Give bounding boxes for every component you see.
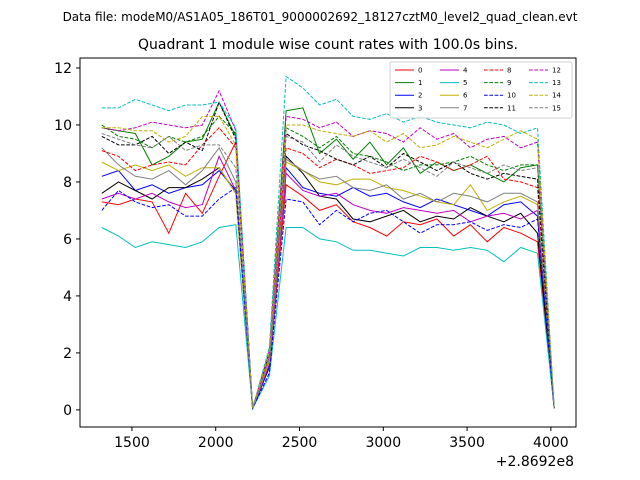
legend-label-12: 12 [552, 67, 561, 75]
series-line-9 [101, 115, 555, 409]
legend-label-1: 1 [418, 79, 422, 87]
series-line-5 [101, 224, 555, 411]
series-line-15 [101, 133, 555, 409]
legend-label-8: 8 [507, 67, 511, 75]
x-axis: 1500 2000 2500 3000 3500 4000 [114, 427, 569, 451]
legend-label-7: 7 [463, 104, 467, 112]
legend-label-9: 9 [507, 79, 511, 87]
y-tick-label: 4 [63, 289, 72, 305]
legend-label-6: 6 [463, 92, 468, 100]
legend-label-13: 13 [552, 79, 561, 87]
series-line-7 [101, 146, 555, 409]
y-axis: 0 2 4 6 8 10 12 [54, 61, 80, 419]
y-tick-label: 6 [63, 232, 72, 248]
chart-title: Quadrant 1 module wise count rates with … [138, 37, 518, 53]
x-tick-label: 3500 [449, 435, 485, 451]
series-line-14 [101, 115, 555, 409]
series-line-3 [101, 155, 555, 409]
legend-box [389, 61, 573, 119]
x-tick-label: 4000 [533, 435, 569, 451]
y-tick-label: 10 [54, 118, 72, 134]
legend-label-15: 15 [552, 104, 561, 112]
y-tick-label: 2 [63, 346, 72, 362]
series-line-0 [101, 140, 555, 409]
legend-label-14: 14 [552, 92, 561, 100]
series-line-8 [101, 127, 555, 409]
legend-label-3: 3 [418, 104, 422, 112]
y-tick-label: 8 [63, 175, 72, 191]
series-line-1 [101, 101, 555, 409]
x-offset-label: +2.8692e8 [496, 454, 574, 470]
series-line-10 [101, 186, 555, 411]
x-tick-label: 1500 [114, 435, 150, 451]
series-line-12 [101, 89, 555, 409]
legend-label-2: 2 [418, 92, 422, 100]
series-layer [101, 75, 555, 411]
legend-label-0: 0 [418, 67, 422, 75]
axes-frame [79, 57, 577, 428]
x-tick-label: 3000 [365, 435, 401, 451]
y-tick-label: 12 [54, 61, 72, 77]
series-line-2 [101, 166, 555, 409]
x-tick-label: 2500 [282, 435, 318, 451]
legend-label-4: 4 [463, 67, 468, 75]
legend-label-10: 10 [507, 92, 516, 100]
y-tick-label: 0 [63, 403, 72, 419]
chart-suptitle: Data file: modeM0/AS1A05_186T01_90000026… [63, 10, 578, 24]
series-line-13 [101, 75, 555, 409]
series-line-11 [101, 100, 555, 409]
series-line-6 [101, 161, 555, 409]
x-tick-label: 2000 [198, 435, 234, 451]
legend-label-5: 5 [463, 79, 467, 87]
series-line-4 [101, 155, 555, 409]
legend-label-11: 11 [507, 104, 516, 112]
